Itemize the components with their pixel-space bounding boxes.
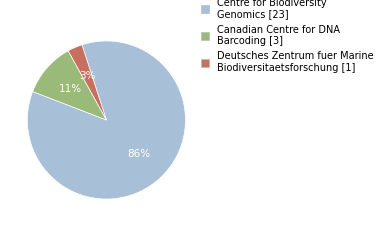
Legend: Centre for Biodiversity
Genomics [23], Canadian Centre for DNA
Barcoding [3], De: Centre for Biodiversity Genomics [23], C… — [201, 0, 374, 73]
Text: 86%: 86% — [127, 150, 150, 159]
Wedge shape — [33, 51, 106, 120]
Wedge shape — [27, 41, 185, 199]
Text: 3%: 3% — [79, 72, 96, 82]
Wedge shape — [68, 45, 106, 120]
Text: 11%: 11% — [59, 84, 82, 94]
